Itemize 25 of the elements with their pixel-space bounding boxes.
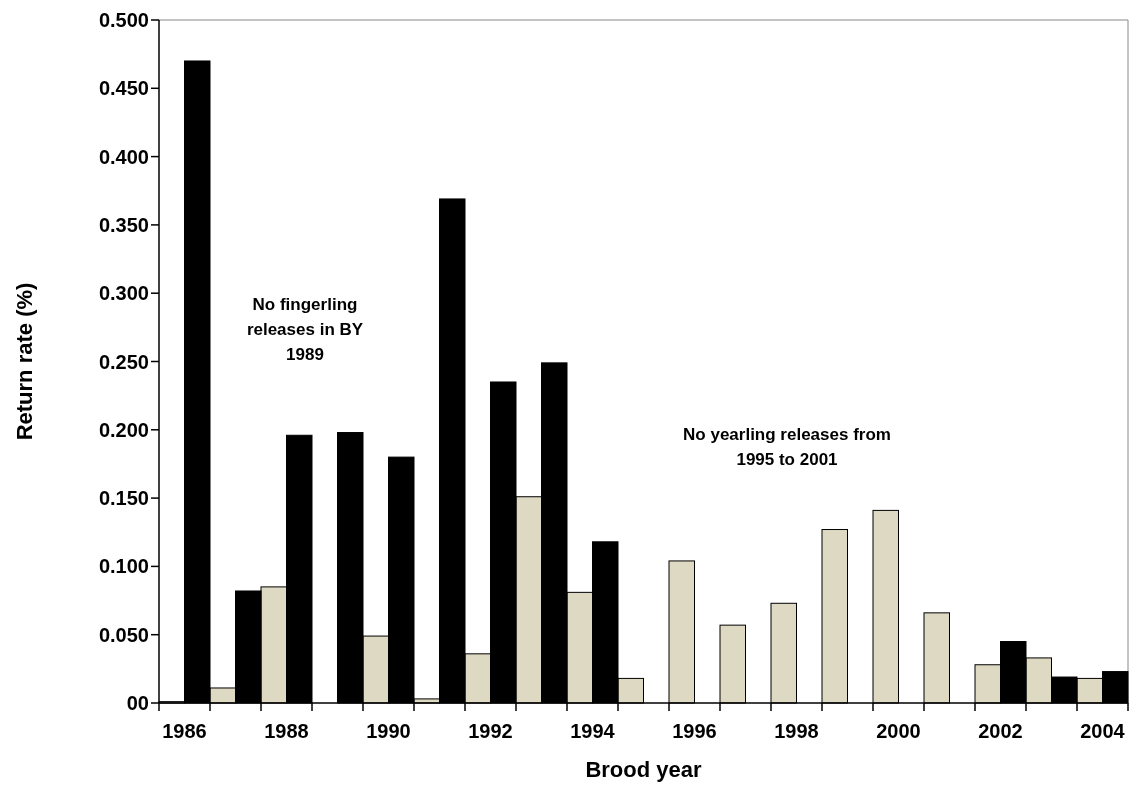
y-tick-label: 0.450	[98, 77, 149, 100]
y-tick-label: 0.250	[98, 350, 149, 373]
y-tick-label: 0.400	[98, 145, 149, 168]
y-tick-label: 0.150	[98, 487, 149, 510]
y-tick-label: 00	[126, 692, 149, 714]
y-tick-label: 0.200	[98, 418, 149, 441]
x-tick-label: 1992	[468, 720, 513, 742]
x-tick-label: 1988	[264, 720, 309, 742]
y-tick-label: 0.100	[98, 555, 149, 578]
x-tick-label: 1998	[774, 720, 819, 742]
x-tick-label: 1996	[672, 720, 717, 742]
y-tick-label: 0.300	[98, 282, 149, 305]
x-tick-label: 1986	[162, 720, 207, 742]
y-axis-title: Return rate (%)	[12, 282, 37, 441]
annotation: No yearling releases from 1995 to 2001	[683, 425, 891, 469]
x-tick-label: 1990	[366, 720, 411, 742]
y-tick-label: 0.050	[98, 623, 149, 646]
x-tick-label: 2000	[876, 720, 921, 742]
annotation: No fingerling releases in BY 1989	[246, 295, 364, 364]
x-axis-title: Brood year	[585, 757, 702, 782]
x-tick-label: 1994	[570, 720, 616, 742]
x-tick-label: 2002	[978, 720, 1023, 742]
x-tick-label: 2004	[1080, 720, 1126, 742]
y-tick-label: 0.350	[98, 213, 149, 236]
y-tick-label: 0.500	[98, 9, 149, 31]
